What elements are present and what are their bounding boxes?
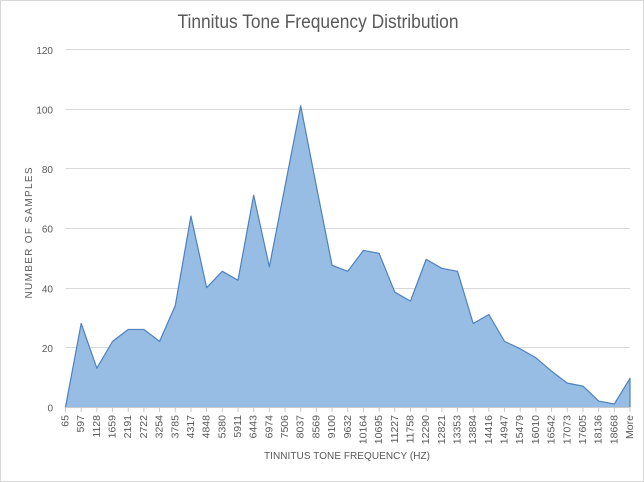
svg-text:NUMBER OF SAMPLES: NUMBER OF SAMPLES: [24, 167, 35, 298]
svg-text:2191: 2191: [122, 415, 134, 439]
svg-text:5380: 5380: [216, 415, 228, 439]
svg-text:597: 597: [75, 415, 87, 433]
svg-text:3254: 3254: [154, 415, 166, 439]
svg-text:13884: 13884: [467, 415, 479, 444]
svg-text:3785: 3785: [169, 415, 181, 439]
svg-text:12821: 12821: [436, 415, 448, 444]
svg-text:18668: 18668: [608, 415, 620, 444]
svg-text:Tinnitus Tone Frequency Distri: Tinnitus Tone Frequency Distribution: [178, 12, 459, 33]
svg-text:13353: 13353: [452, 415, 464, 444]
svg-text:5911: 5911: [232, 415, 244, 438]
svg-text:17605: 17605: [577, 415, 589, 444]
svg-text:11227: 11227: [389, 415, 401, 444]
svg-text:8037: 8037: [295, 415, 307, 439]
svg-text:16542: 16542: [546, 415, 558, 444]
svg-text:9632: 9632: [342, 415, 354, 439]
svg-text:16010: 16010: [530, 415, 542, 444]
svg-text:65: 65: [60, 415, 72, 427]
svg-text:6443: 6443: [248, 415, 260, 439]
svg-text:11758: 11758: [404, 415, 416, 444]
svg-text:20: 20: [42, 344, 54, 355]
svg-text:10695: 10695: [373, 415, 385, 444]
svg-text:4317: 4317: [185, 415, 197, 439]
svg-text:60: 60: [42, 225, 54, 236]
svg-text:17073: 17073: [561, 415, 573, 444]
svg-text:More: More: [624, 415, 636, 439]
svg-text:4848: 4848: [201, 415, 213, 439]
svg-text:120: 120: [36, 46, 53, 57]
svg-text:40: 40: [42, 284, 54, 295]
svg-text:12290: 12290: [420, 415, 432, 444]
svg-text:14416: 14416: [483, 415, 495, 444]
svg-text:8569: 8569: [310, 415, 322, 439]
svg-text:2722: 2722: [138, 415, 150, 439]
svg-text:10164: 10164: [357, 415, 369, 444]
svg-text:18136: 18136: [593, 415, 605, 444]
svg-text:9100: 9100: [326, 415, 338, 439]
svg-text:1659: 1659: [107, 415, 119, 439]
svg-text:1128: 1128: [91, 415, 103, 438]
svg-text:0: 0: [47, 404, 53, 415]
svg-text:7506: 7506: [279, 415, 291, 439]
svg-text:15479: 15479: [514, 415, 526, 444]
svg-text:100: 100: [36, 105, 53, 116]
svg-text:TINNITUS TONE FREQUENCY (HZ): TINNITUS TONE FREQUENCY (HZ): [264, 451, 430, 462]
svg-text:80: 80: [42, 165, 54, 176]
svg-text:6974: 6974: [263, 415, 275, 439]
svg-text:14947: 14947: [499, 415, 511, 444]
